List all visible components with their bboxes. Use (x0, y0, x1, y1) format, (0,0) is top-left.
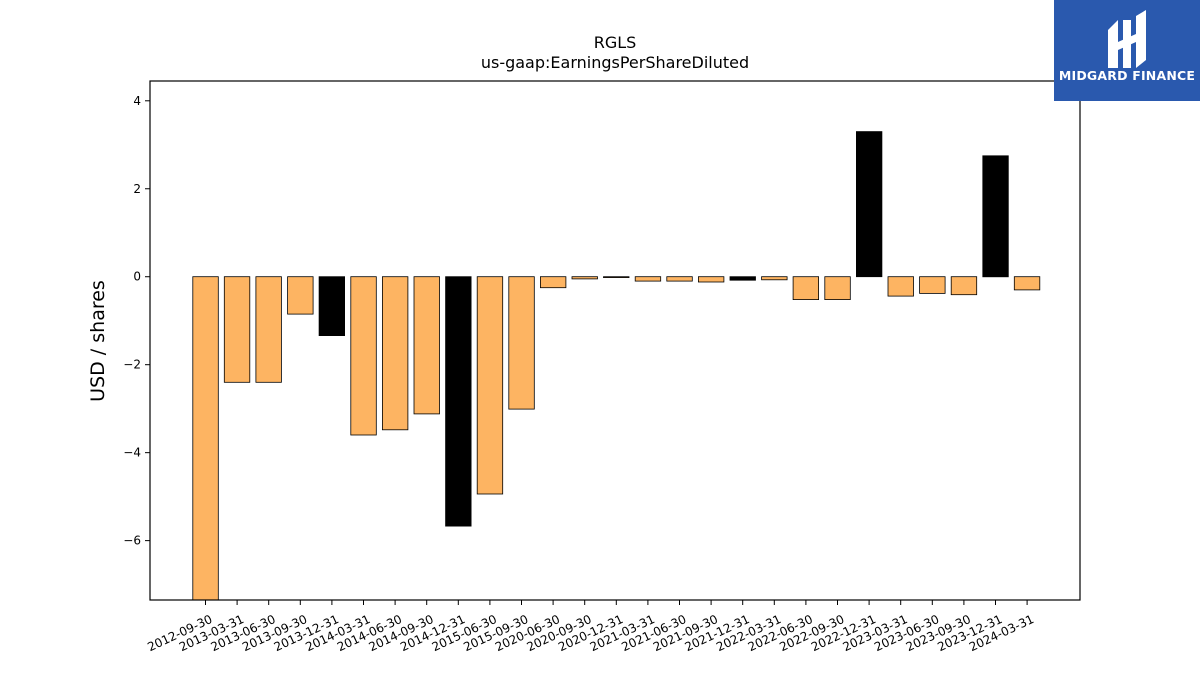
bar-2014-12-31 (445, 276, 472, 527)
bar-2021-09-30 (698, 276, 725, 283)
y-tick-label: 2 (133, 182, 141, 196)
bar-2012-09-30 (192, 276, 219, 601)
bar-2022-03-31 (761, 276, 788, 281)
brand-name: MIDGARD FINANCE (1058, 68, 1196, 83)
y-axis-label: USD / shares (87, 280, 109, 402)
chart-subtitle: us-gaap:EarningsPerShareDiluted (481, 53, 749, 72)
bar-2020-12-31 (603, 276, 630, 279)
bar-2022-09-30 (824, 276, 851, 301)
bar-2013-06-30 (255, 276, 282, 383)
bar-2023-09-30 (950, 276, 978, 296)
y-tick-label: −2 (123, 358, 141, 372)
x-ticks: 2012-09-302013-03-312013-06-302013-09-30… (145, 600, 1036, 654)
chart-title: RGLS (594, 33, 637, 52)
bar-2021-03-31 (634, 276, 662, 282)
bar-2014-09-30 (413, 276, 440, 415)
bar-2020-06-30 (540, 276, 567, 289)
bar-2013-12-31 (318, 276, 346, 337)
bar-2023-12-31 (982, 155, 1009, 278)
bar-2013-09-30 (287, 276, 314, 315)
y-tick-label: −4 (123, 446, 141, 460)
bar-2014-03-31 (350, 276, 377, 436)
bar-2023-06-30 (919, 276, 946, 294)
bar-2014-06-30 (381, 276, 409, 431)
plot-frame (149, 80, 1081, 601)
bar-2015-06-30 (476, 276, 504, 495)
bar-2021-06-30 (666, 276, 693, 282)
bar-2022-12-31 (856, 131, 883, 278)
y-tick-label: 4 (133, 94, 141, 108)
bar-2024-03-31 (1013, 276, 1041, 291)
bar-2022-06-30 (792, 276, 819, 301)
y-tick-label: 0 (133, 270, 141, 284)
bars (192, 131, 1041, 601)
y-ticks: −6 −4 −2 0 2 4 (123, 94, 150, 548)
bar-2015-09-30 (508, 276, 535, 410)
bar-2020-09-30 (571, 276, 598, 280)
bar-2023-03-31 (887, 276, 914, 297)
bar-2021-12-31 (729, 276, 756, 281)
y-tick-label: −6 (123, 534, 141, 548)
bar-2013-03-31 (223, 276, 251, 383)
brand-logo: MIDGARD FINANCE (1054, 0, 1200, 101)
midgard-logo-icon (1108, 10, 1146, 68)
